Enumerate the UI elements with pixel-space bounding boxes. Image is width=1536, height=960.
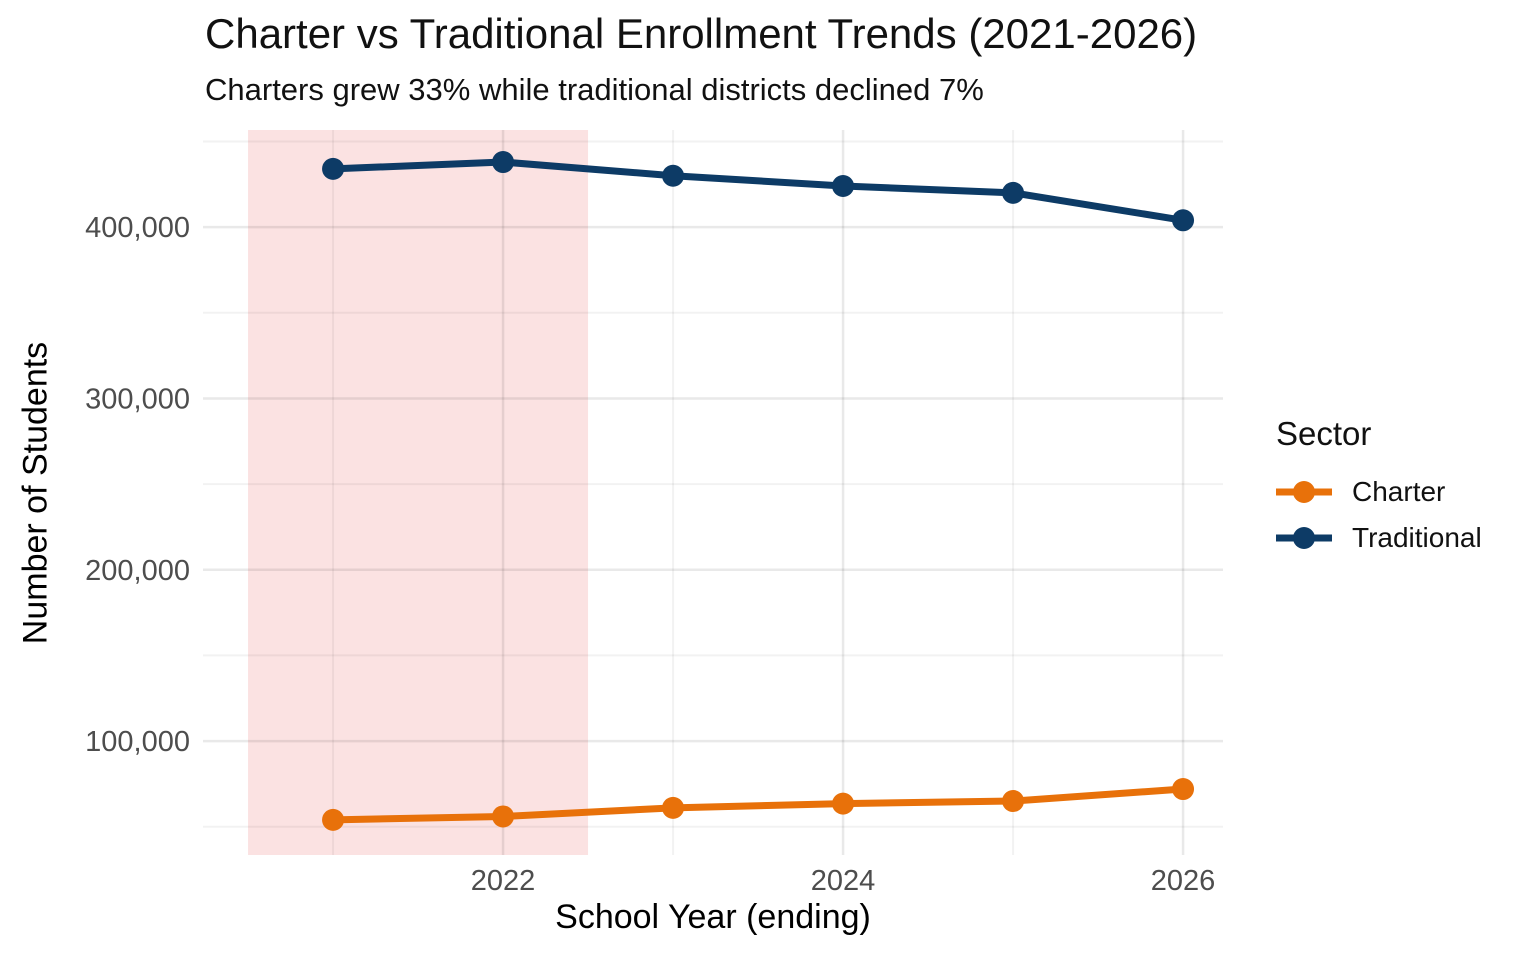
traditional-point-2021 (322, 157, 345, 180)
x-tick-label: 2026 (1151, 865, 1216, 897)
traditional-point-2025 (1002, 181, 1025, 204)
legend-item-charter: Charter (1276, 476, 1482, 507)
charter-point-2021 (322, 808, 345, 831)
charter-point-2023 (662, 796, 685, 819)
legend-label-traditional: Traditional (1352, 522, 1482, 553)
traditional-line (329, 158, 1187, 224)
charter-point-2025 (1002, 790, 1025, 813)
legend-title: Sector (1276, 415, 1372, 452)
traditional-point-2022 (492, 151, 515, 174)
legend: Sector Charter Traditional (1276, 415, 1482, 569)
traditional-point-2023 (662, 164, 685, 187)
x-axis-title: School Year (ending) (555, 898, 871, 936)
charter-point-2026 (1172, 778, 1195, 801)
traditional-point-2024 (832, 175, 855, 198)
y-tick-label: 400,000 (85, 212, 190, 244)
legend-item-traditional: Traditional (1276, 522, 1482, 553)
x-tick-label: 2024 (811, 865, 876, 897)
traditional-legend-key-icon (1276, 527, 1332, 549)
traditional-point-2026 (1172, 209, 1195, 232)
y-tick-label: 300,000 (85, 383, 190, 415)
charter-legend-key-icon (1276, 481, 1332, 503)
charter-point-2022 (492, 805, 515, 828)
y-axis-title: Number of Students (16, 341, 55, 645)
y-tick-label: 200,000 (85, 555, 190, 587)
charter-line (329, 785, 1187, 824)
charter-point-2024 (832, 792, 855, 815)
y-tick-label: 100,000 (85, 726, 190, 758)
legend-label-charter: Charter (1352, 476, 1446, 507)
chart-subtitle: Charters grew 33% while traditional dist… (205, 72, 984, 107)
x-tick-label: 2022 (471, 865, 536, 897)
pandemic-shaded-region (248, 130, 589, 855)
chart-title: Charter vs Traditional Enrollment Trends… (205, 10, 1198, 57)
